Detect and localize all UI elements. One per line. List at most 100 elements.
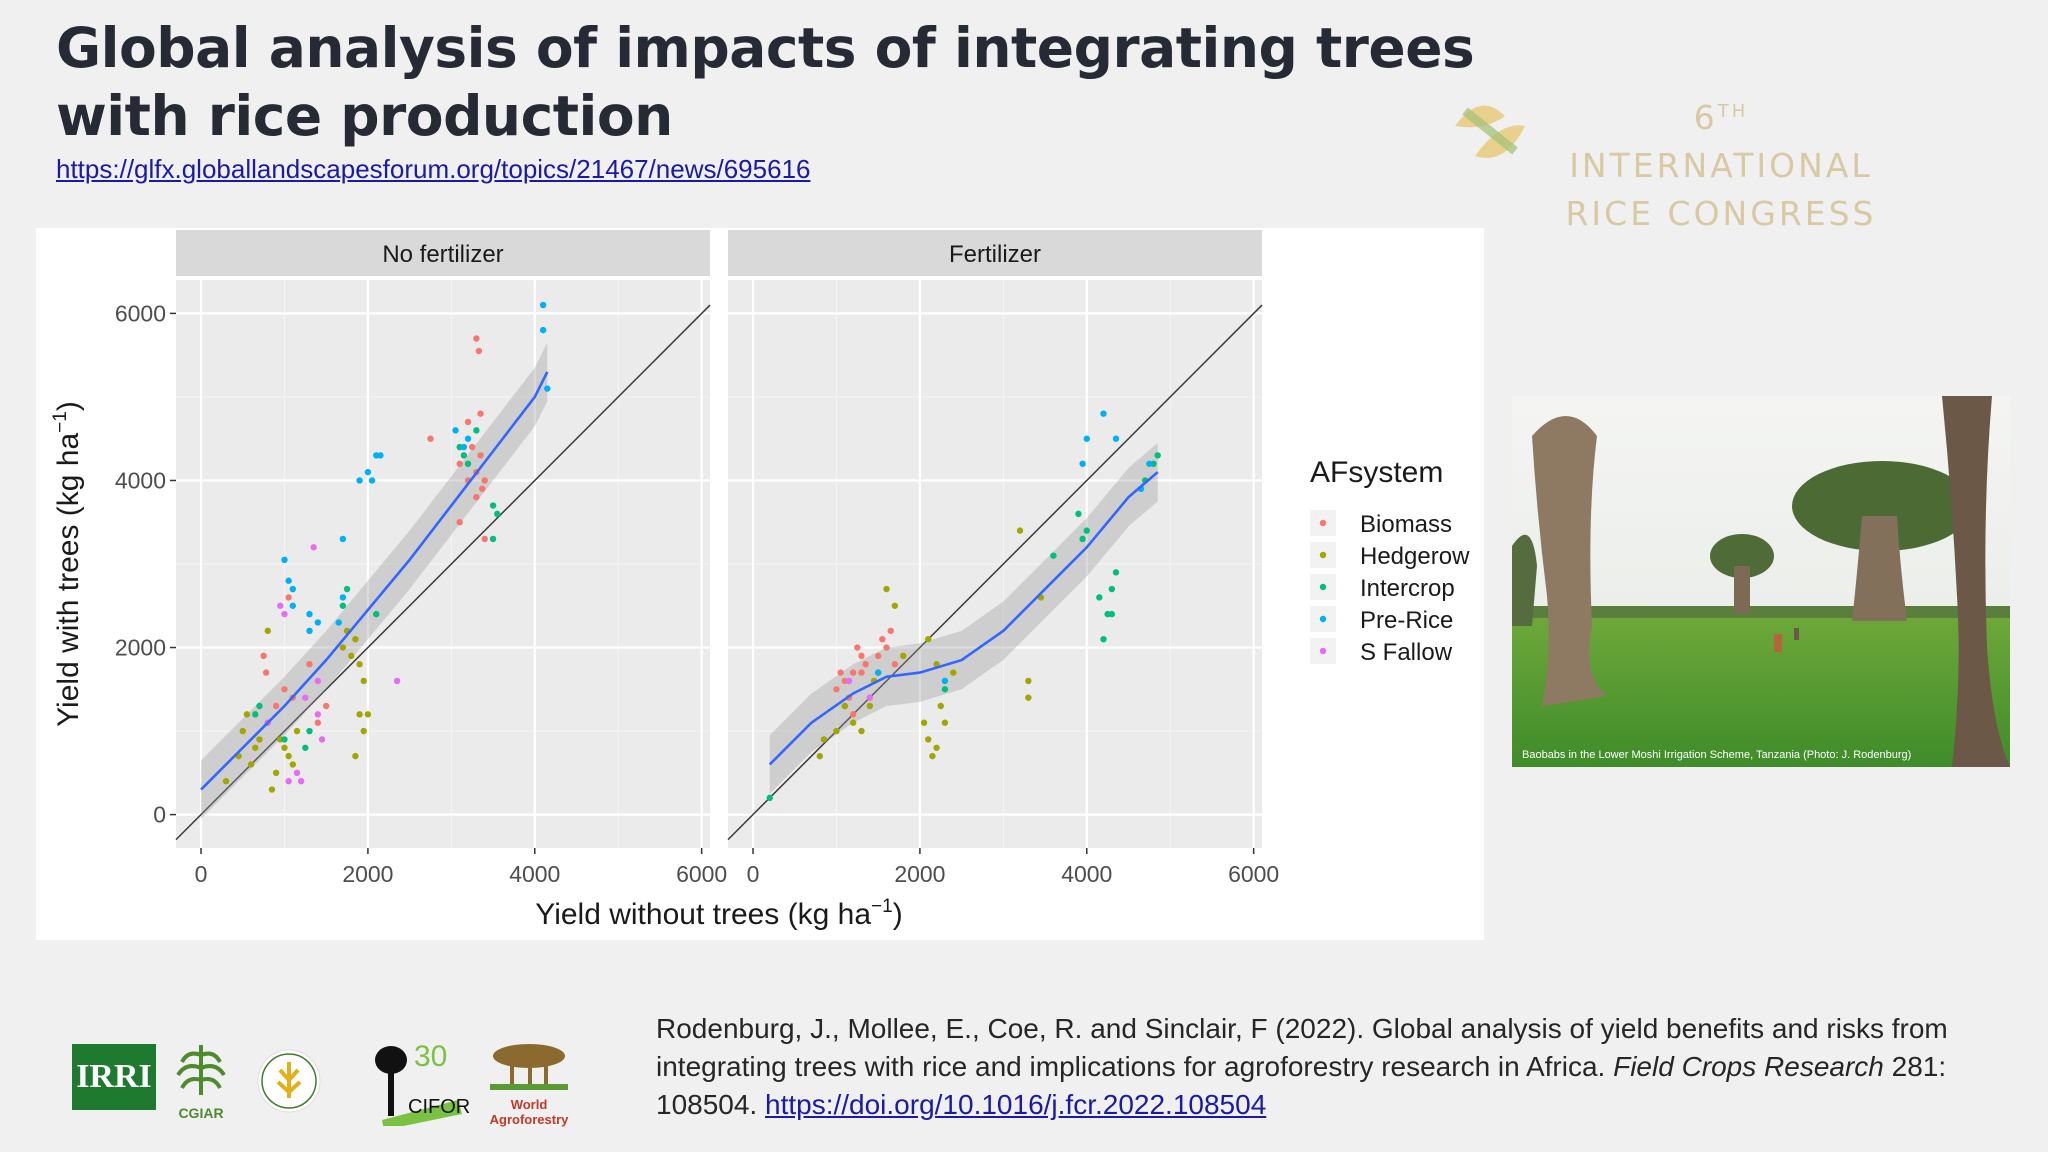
point-biomass xyxy=(285,594,292,601)
point-biomass xyxy=(456,460,463,467)
x-tick-label: 2000 xyxy=(894,861,945,887)
point-biomass xyxy=(314,719,322,726)
point-hedgerow xyxy=(352,635,359,643)
point-pre-rice xyxy=(1112,435,1120,442)
point-hedgerow xyxy=(925,736,932,743)
legend-swatch-s-fallow xyxy=(1319,647,1327,655)
point-biomass xyxy=(879,635,886,643)
point-pre-rice xyxy=(356,477,363,484)
y-axis-title: Yield with trees (kg ha−1) xyxy=(50,401,85,727)
point-pre-rice xyxy=(281,556,288,564)
legend-label-pre-rice: Pre-Rice xyxy=(1360,607,1453,634)
citation-doi-link[interactable]: https://doi.org/10.1016/j.fcr.2022.10850… xyxy=(765,1089,1267,1120)
point-hedgerow xyxy=(858,727,865,735)
point-intercrop xyxy=(1108,585,1116,593)
point-hedgerow xyxy=(925,635,932,643)
point-pre-rice xyxy=(289,602,297,609)
point-hedgerow xyxy=(933,744,940,751)
point-pre-rice xyxy=(377,452,384,459)
point-s-fallow xyxy=(310,544,317,551)
point-hedgerow xyxy=(247,761,255,768)
x-tick-label: 6000 xyxy=(1228,861,1279,887)
point-hedgerow xyxy=(356,711,363,718)
point-hedgerow xyxy=(360,677,367,685)
y-axis-title-superscript: −1 xyxy=(50,411,71,433)
partner-logos: IRRI CGIAR 30 CIFOR World Agrofo xyxy=(70,1040,590,1130)
point-pre-rice xyxy=(452,427,459,434)
point-hedgerow xyxy=(360,727,367,735)
point-pre-rice xyxy=(306,627,313,635)
baobab-photo-image xyxy=(1512,396,2010,767)
point-biomass xyxy=(849,669,857,676)
point-pre-rice xyxy=(539,326,547,334)
point-intercrop xyxy=(494,510,501,518)
point-s-fallow xyxy=(393,677,401,685)
point-s-fallow xyxy=(866,694,874,701)
point-pre-rice xyxy=(339,594,347,601)
point-intercrop xyxy=(1096,594,1103,601)
point-hedgerow xyxy=(1025,694,1032,701)
ministry-seal-icon xyxy=(257,1049,321,1113)
citation-journal: Field Crops Research xyxy=(1613,1051,1884,1082)
point-hedgerow xyxy=(849,719,857,726)
point-s-fallow xyxy=(285,777,292,785)
point-s-fallow xyxy=(302,694,309,701)
point-pre-rice xyxy=(539,301,547,309)
point-intercrop xyxy=(306,727,313,735)
point-hedgerow xyxy=(920,719,928,726)
yield-chart: No fertilizer 0 2000 4000 6000 0 2000 4000 6000 F… xyxy=(36,228,1484,940)
point-biomass xyxy=(262,669,270,676)
point-biomass xyxy=(473,335,480,342)
point-pre-rice xyxy=(306,610,313,618)
cifor-tree-icon xyxy=(375,1046,462,1130)
world-agroforestry-text-2: Agroforestry xyxy=(489,1112,569,1127)
point-biomass xyxy=(837,669,844,676)
cgiar-emblem-icon xyxy=(176,1045,226,1095)
smooth-trend-line xyxy=(768,471,1159,766)
point-biomass xyxy=(849,711,857,718)
y-tick-label: 0 xyxy=(153,802,166,828)
legend-swatch-intercrop xyxy=(1319,583,1327,591)
point-hedgerow xyxy=(293,727,301,735)
point-intercrop xyxy=(1154,452,1161,459)
point-biomass xyxy=(306,661,313,668)
panel-strip-label: Fertilizer xyxy=(949,241,1041,268)
point-pre-rice xyxy=(339,535,347,543)
point-biomass xyxy=(475,347,483,355)
point-intercrop xyxy=(252,711,259,718)
point-pre-rice xyxy=(1100,410,1107,417)
point-intercrop xyxy=(339,602,347,609)
source-link[interactable]: https://glfx.globallandscapesforum.org/t… xyxy=(56,154,811,184)
point-hedgerow xyxy=(289,761,297,768)
point-s-fallow xyxy=(277,602,284,609)
x-axis-title-close: ) xyxy=(893,898,903,931)
point-biomass xyxy=(891,661,899,668)
point-intercrop xyxy=(473,427,480,434)
legend-swatch-pre-rice xyxy=(1319,615,1327,623)
point-s-fallow xyxy=(293,769,301,777)
point-biomass xyxy=(469,443,476,451)
point-hedgerow xyxy=(239,727,246,735)
point-intercrop xyxy=(343,585,351,593)
point-intercrop xyxy=(460,452,468,459)
congress-emblem-icon xyxy=(1455,105,1525,158)
point-biomass xyxy=(477,452,484,459)
panel-strip-label: No fertilizer xyxy=(382,241,503,268)
legend-label-hedgerow: Hedgerow xyxy=(1360,543,1470,570)
rice-congress-logo: 6TH INTERNATIONAL RICE CONGRESS xyxy=(1445,86,1905,233)
point-hedgerow xyxy=(264,627,271,635)
legend-label-intercrop: Intercrop xyxy=(1360,575,1455,602)
smooth-trend-line xyxy=(200,371,549,791)
x-tick-label: 4000 xyxy=(509,861,560,887)
point-hedgerow xyxy=(883,585,890,593)
point-pre-rice xyxy=(941,677,949,685)
point-pre-rice xyxy=(289,585,297,593)
cgiar-logo-text: CGIAR xyxy=(178,1105,224,1121)
point-hedgerow xyxy=(816,752,823,760)
point-pre-rice xyxy=(285,577,292,584)
point-hedgerow xyxy=(243,711,251,718)
point-intercrop xyxy=(489,502,497,509)
congress-line1: INTERNATIONAL xyxy=(1569,146,1873,185)
point-s-fallow xyxy=(318,736,326,743)
point-biomass xyxy=(479,485,486,493)
